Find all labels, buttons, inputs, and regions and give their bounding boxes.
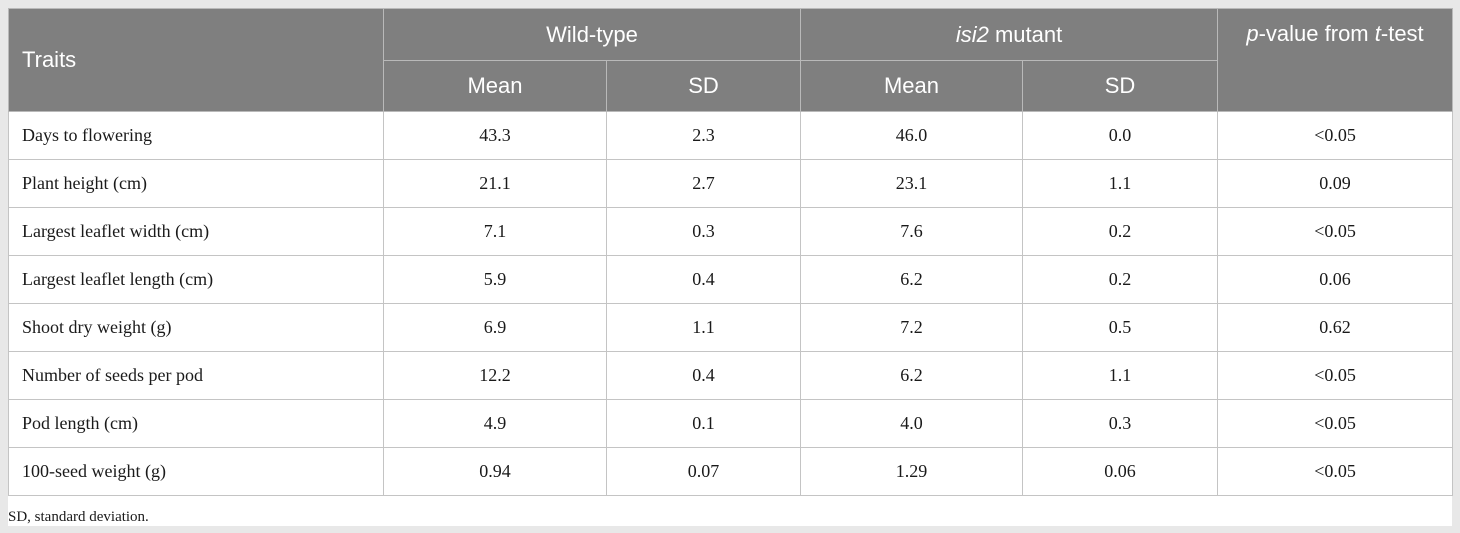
table-frame: Traits Wild-type isi2 mutant p-value fro…	[8, 8, 1454, 526]
table-row: Plant height (cm) 21.1 2.7 23.1 1.1 0.09	[8, 159, 1454, 208]
cell-mut-sd: 1.1	[1021, 351, 1219, 400]
cell-p-value: <0.05	[1217, 111, 1454, 160]
cell-mut-mean: 1.29	[800, 447, 1023, 496]
mutant-gene-name: isi2	[955, 21, 989, 47]
cell-wt-mean: 6.9	[383, 303, 607, 352]
cell-wt-mean: 43.3	[383, 111, 607, 160]
cell-wt-mean: 7.1	[383, 207, 607, 256]
table-row: Largest leaflet width (cm) 7.1 0.3 7.6 0…	[8, 207, 1454, 256]
cell-p-value: 0.62	[1217, 303, 1454, 352]
mutant-suffix: mutant	[988, 21, 1063, 47]
cell-wt-mean: 4.9	[383, 399, 607, 448]
cell-wt-sd: 0.4	[606, 351, 801, 400]
header-p-value: p-value from t-test	[1217, 8, 1454, 112]
cell-p-value: 0.09	[1217, 159, 1454, 208]
table-body: Days to flowering 43.3 2.3 46.0 0.0 <0.0…	[8, 111, 1454, 496]
p-middle: -value from	[1258, 21, 1375, 46]
cell-wt-mean: 5.9	[383, 255, 607, 304]
cell-mut-sd: 1.1	[1021, 159, 1219, 208]
cell-wt-sd: 1.1	[606, 303, 801, 352]
cell-mut-sd: 0.2	[1021, 207, 1219, 256]
cell-trait: Largest leaflet length (cm)	[8, 255, 384, 304]
header-wt-mean: Mean	[383, 60, 607, 112]
cell-trait: Shoot dry weight (g)	[8, 303, 384, 352]
cell-wt-sd: 0.3	[606, 207, 801, 256]
t-suffix: -test	[1380, 21, 1424, 46]
p-italic: p	[1246, 21, 1259, 46]
table-footnote: SD, standard deviation.	[8, 509, 149, 525]
cell-p-value: <0.05	[1217, 207, 1454, 256]
cell-trait: Days to flowering	[8, 111, 384, 160]
cell-trait: Number of seeds per pod	[8, 351, 384, 400]
cell-mut-sd: 0.06	[1021, 447, 1219, 496]
cell-mut-mean: 6.2	[800, 255, 1023, 304]
cell-wt-mean: 21.1	[383, 159, 607, 208]
cell-wt-sd: 2.3	[606, 111, 801, 160]
table-row: 100-seed weight (g) 0.94 0.07 1.29 0.06 …	[8, 447, 1454, 496]
t-italic: t	[1374, 21, 1381, 46]
header-traits: Traits	[8, 8, 384, 112]
table-row: Shoot dry weight (g) 6.9 1.1 7.2 0.5 0.6…	[8, 303, 1454, 352]
table-row: Pod length (cm) 4.9 0.1 4.0 0.3 <0.05	[8, 399, 1454, 448]
cell-mut-mean: 7.2	[800, 303, 1023, 352]
header-wt-sd: SD	[606, 60, 801, 112]
cell-wt-mean: 12.2	[383, 351, 607, 400]
header-mutant: isi2 mutant	[799, 8, 1219, 61]
cell-p-value: <0.05	[1217, 351, 1454, 400]
table-row: Number of seeds per pod 12.2 0.4 6.2 1.1…	[8, 351, 1454, 400]
header-mut-sd: SD	[1021, 60, 1219, 112]
cell-mut-sd: 0.2	[1021, 255, 1219, 304]
cell-mut-sd: 0.0	[1021, 111, 1219, 160]
cell-trait: Plant height (cm)	[8, 159, 384, 208]
cell-p-value: <0.05	[1217, 399, 1454, 448]
cell-wt-sd: 2.7	[606, 159, 801, 208]
table-row: Largest leaflet length (cm) 5.9 0.4 6.2 …	[8, 255, 1454, 304]
header-wild-type: Wild-type	[383, 8, 801, 61]
cell-wt-sd: 0.4	[606, 255, 801, 304]
cell-mut-sd: 0.5	[1021, 303, 1219, 352]
cell-wt-sd: 0.07	[606, 447, 801, 496]
cell-wt-sd: 0.1	[606, 399, 801, 448]
table-header: Traits Wild-type isi2 mutant p-value fro…	[8, 8, 1454, 112]
cell-p-value: <0.05	[1217, 447, 1454, 496]
cell-mut-mean: 46.0	[800, 111, 1023, 160]
cell-mut-mean: 23.1	[800, 159, 1023, 208]
traits-table: Traits Wild-type isi2 mutant p-value fro…	[8, 8, 1454, 496]
cell-wt-mean: 0.94	[383, 447, 607, 496]
cell-mut-mean: 7.6	[800, 207, 1023, 256]
table-row: Days to flowering 43.3 2.3 46.0 0.0 <0.0…	[8, 111, 1454, 160]
cell-p-value: 0.06	[1217, 255, 1454, 304]
cell-mut-mean: 6.2	[800, 351, 1023, 400]
header-mut-mean: Mean	[800, 60, 1023, 112]
cell-mut-mean: 4.0	[800, 399, 1023, 448]
cell-trait: Pod length (cm)	[8, 399, 384, 448]
cell-trait: 100-seed weight (g)	[8, 447, 384, 496]
cell-mut-sd: 0.3	[1021, 399, 1219, 448]
cell-trait: Largest leaflet width (cm)	[8, 207, 384, 256]
